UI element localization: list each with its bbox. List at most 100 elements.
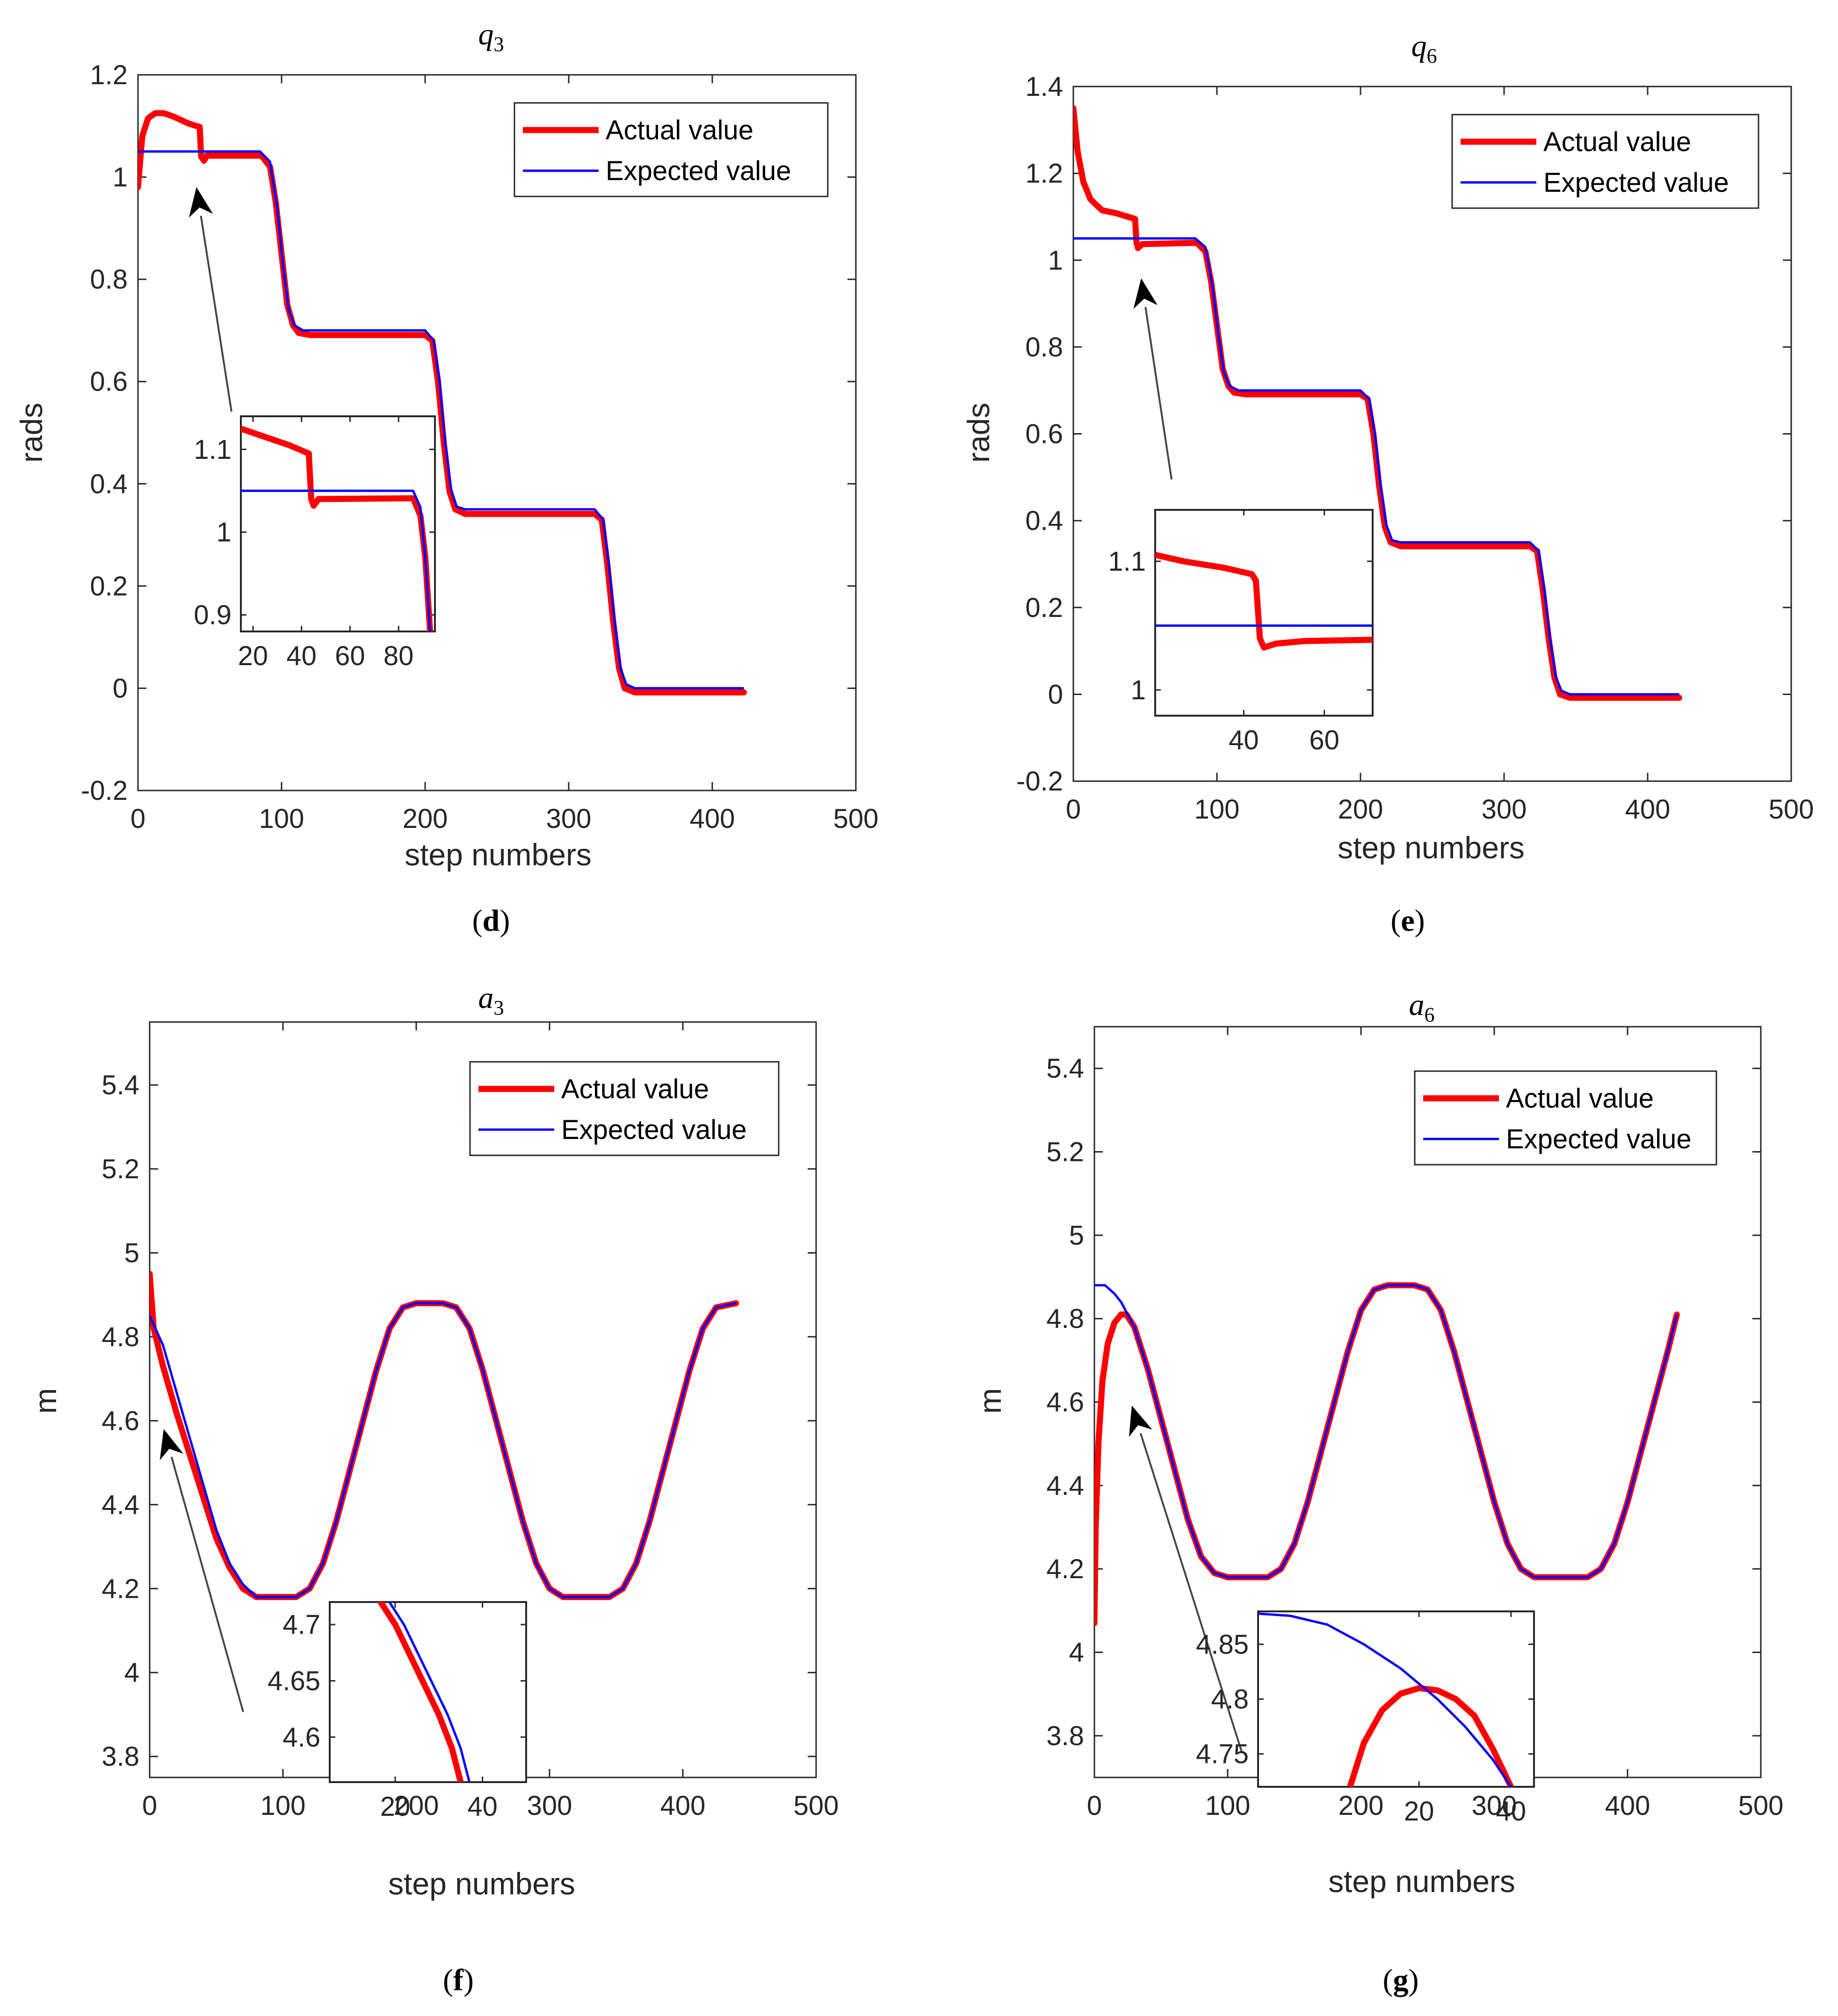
y-tick-label: 4.6 <box>1046 1387 1084 1418</box>
inset-x-tick-label: 20 <box>1404 1796 1434 1827</box>
y-tick-label: 3.8 <box>101 1741 139 1772</box>
[object Object]axes-frame <box>240 415 436 632</box>
caption-letter: g <box>1393 1963 1409 1997</box>
x-tick-label: 200 <box>403 804 448 834</box>
x-tick-label: 300 <box>1472 1791 1517 1821</box>
y-tick-label: 5.4 <box>101 1070 139 1101</box>
series-group <box>1094 1282 1680 1626</box>
chart-title: q6 <box>1411 29 1437 67</box>
annotation-arrow-line <box>200 215 232 412</box>
x-tick-label: 400 <box>1625 794 1671 825</box>
y-tick-label: 1 <box>113 162 128 193</box>
caption-close-paren: ) <box>463 1963 474 1997</box>
inset-series-actual-line <box>1347 1685 1514 1787</box>
y-tick-label: 5.4 <box>1046 1053 1084 1084</box>
y-tick-label: 4.4 <box>101 1490 139 1520</box>
panel-d: q30 100 200 300 400 500-0.200.20.40.60.811.2s… <box>14 17 878 938</box>
legend-actual-label: Actual value <box>1543 127 1691 157</box>
x-tick-label: 400 <box>690 804 735 834</box>
caption-close-paren: ) <box>499 904 510 938</box>
y-axis-label: rads <box>961 403 996 463</box>
legend-box <box>1414 1070 1717 1166</box>
inset-x-tick-label: 40 <box>1229 725 1259 755</box>
series-actual-line <box>1073 105 1682 701</box>
chart-title-subscript: 6 <box>1425 1003 1435 1026</box>
inset-x-tick-label: 60 <box>1309 725 1339 755</box>
legend-expected-label: Expected value <box>561 1115 747 1145</box>
x-tick-label: 500 <box>1738 1791 1784 1821</box>
panel-caption: (d) <box>472 904 510 938</box>
annotation-arrow-line <box>170 1457 244 1712</box>
y-tick-label: 4.8 <box>1046 1304 1084 1334</box>
chart-title: a6 <box>1409 988 1435 1026</box>
x-tick-label: 400 <box>660 1791 706 1821</box>
y-tick-label: 4 <box>124 1658 139 1688</box>
x-tick-label: 100 <box>259 804 304 834</box>
chart-title-subscript: 6 <box>1427 44 1437 67</box>
y-tick-label: 4.8 <box>101 1322 139 1352</box>
y-tick-label: 0 <box>1048 679 1063 710</box>
legend-expected-label: Expected value <box>606 156 791 186</box>
inset-x-tick-label: 60 <box>335 641 365 671</box>
inset-y-tick-label: 4.75 <box>1196 1739 1249 1769</box>
y-tick-label: -0.2 <box>81 776 128 806</box>
legend-box <box>1451 114 1759 209</box>
inset-x-tick-label: 20 <box>380 1791 411 1822</box>
chart-title-symbol: q <box>478 17 494 51</box>
x-tick-label: 500 <box>794 1791 839 1821</box>
inset-y-tick-label: 1 <box>1131 675 1146 705</box>
caption-letter: e <box>1401 904 1414 938</box>
y-tick-label: 1.4 <box>1025 72 1063 102</box>
inset-y-tick-label: 4.85 <box>1196 1629 1249 1660</box>
x-tick-label: 300 <box>1482 794 1527 825</box>
annotation-arrow-line <box>1139 1433 1243 1752</box>
annotation-arrow-head <box>1133 278 1158 309</box>
annotation-arrow-head <box>159 1429 183 1460</box>
annotation-arrow-line <box>1144 307 1172 480</box>
annotation-arrow-head <box>1129 1406 1152 1437</box>
inset-x-tick-label: 40 <box>467 1791 498 1822</box>
y-tick-label: 0.2 <box>1025 593 1063 623</box>
series-group <box>1073 105 1682 701</box>
inset-zoom: 20 40 60 80 0.9 1 1.1 <box>194 415 436 671</box>
panel-caption: (e) <box>1390 904 1425 938</box>
x-tick-label: 0 <box>1087 1791 1102 1821</box>
legend-actual-label: Actual value <box>561 1074 709 1104</box>
x-axis-label: step numbers <box>1338 830 1525 865</box>
chart-title-subscript: 3 <box>494 33 504 56</box>
x-axis-label: step numbers <box>405 837 592 872</box>
x-tick-label: 0 <box>142 1791 157 1821</box>
y-tick-label: 1.2 <box>1025 159 1063 189</box>
series-expected-line <box>1073 237 1679 696</box>
inset-series-expected-line <box>1258 1612 1512 1787</box>
inset-y-tick-label: 4.65 <box>268 1666 320 1696</box>
inset-y-tick-label: 4.6 <box>282 1722 320 1753</box>
caption-close-paren: ) <box>1415 904 1425 938</box>
chart-title: a3 <box>478 981 504 1019</box>
y-tick-label: 4.6 <box>101 1406 139 1436</box>
panel-caption: (g) <box>1383 1963 1419 1997</box>
series-actual-line <box>138 110 747 696</box>
inset-series-group <box>377 1602 471 1782</box>
inset-x-tick-label: 40 <box>286 641 317 671</box>
y-tick-label: 4.2 <box>101 1574 139 1604</box>
y-tick-label: 1 <box>1048 245 1063 276</box>
y-tick-label: 4.4 <box>1046 1471 1084 1501</box>
caption-open-paren: ( <box>443 1963 453 1997</box>
chart-title-subscript: 3 <box>494 996 504 1019</box>
inset-x-tick-label: 40 <box>1496 1796 1527 1827</box>
y-tick-label: 0.4 <box>1025 506 1063 536</box>
x-tick-label: 400 <box>1605 1791 1650 1821</box>
y-tick-label: 5 <box>1069 1220 1084 1251</box>
y-tick-label: 5 <box>124 1238 139 1268</box>
series-expected-line <box>138 150 744 689</box>
inset-y-tick-label: 0.9 <box>194 600 232 631</box>
chart-title-symbol: a <box>1409 988 1425 1022</box>
panel-e: q60 100 200 300 400 500-0.200.20.40.60.811.21… <box>961 29 1814 938</box>
x-axis-label: step numbers <box>1328 1864 1515 1899</box>
panel-caption: (f) <box>443 1963 474 1997</box>
inset-y-tick-label: 1.1 <box>194 435 232 465</box>
series-expected-line <box>1094 1284 1678 1579</box>
y-tick-label: 0.6 <box>90 367 128 397</box>
x-tick-label: 200 <box>1338 794 1383 825</box>
